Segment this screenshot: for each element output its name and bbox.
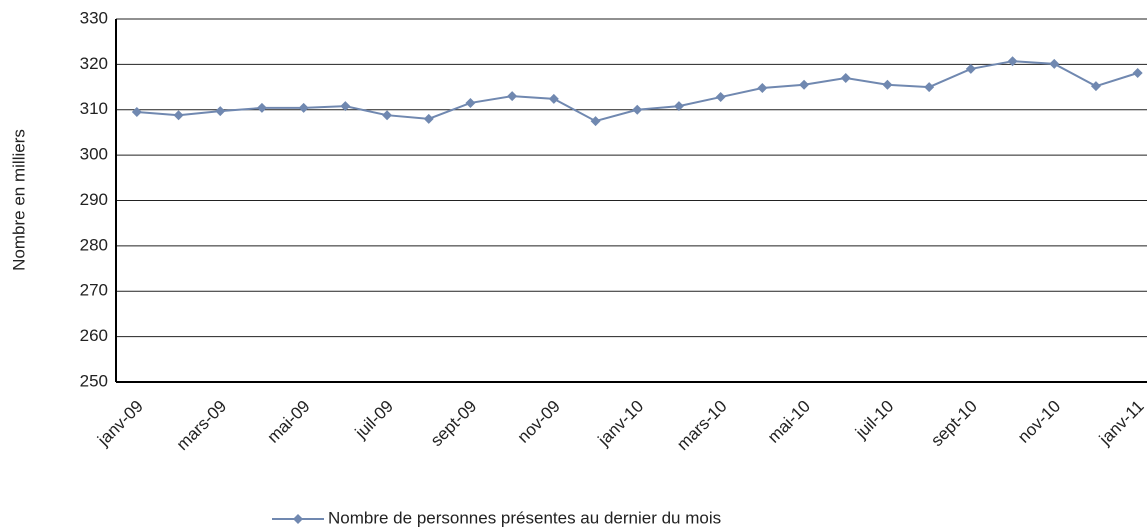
marker [590,116,601,127]
marker [423,113,434,124]
y-axis-label: Nombre en milliers [9,129,28,271]
marker [715,92,726,103]
marker [215,106,226,117]
marker [1007,56,1018,67]
x-tick-label: juil-09 [351,397,397,443]
y-tick-label: 300 [80,145,108,164]
y-tick-label: 280 [80,235,108,254]
x-tick-label: sept-09 [427,397,481,451]
x-tick-label: mars-10 [673,397,731,455]
legend-label: Nombre de personnes présentes au dernier… [328,508,721,527]
marker [507,91,518,102]
x-tick-label: mai-10 [764,397,814,447]
marker [173,110,184,121]
marker [882,79,893,90]
marker [1132,67,1143,78]
marker [673,101,684,112]
marker [757,82,768,93]
y-tick-label: 310 [80,99,108,118]
marker [256,102,267,113]
marker [632,104,643,115]
x-tick-label: janv-10 [594,397,648,451]
marker [548,93,559,104]
marker [799,79,810,90]
x-tick-label: nov-09 [514,397,564,447]
marker [465,97,476,108]
marker [965,63,976,74]
marker [340,101,351,112]
y-tick-label: 270 [80,281,108,300]
x-tick-label: sept-10 [927,397,981,451]
marker [298,102,309,113]
y-tick-label: 330 [80,8,108,27]
x-tick-label: juil-10 [851,397,897,443]
marker [382,110,393,121]
x-tick-label: janv-09 [93,397,147,451]
marker [131,107,142,118]
y-tick-label: 320 [80,54,108,73]
marker [1049,58,1060,69]
x-tick-label: janv-11 [1095,397,1147,450]
x-tick-label: mai-09 [263,397,313,447]
x-tick-label: nov-10 [1014,397,1064,447]
marker [840,72,851,83]
y-tick-label: 250 [80,371,108,390]
marker [924,82,935,93]
y-tick-label: 290 [80,190,108,209]
x-tick-label: mars-09 [173,397,231,455]
y-tick-label: 260 [80,326,108,345]
marker [1090,81,1101,92]
legend-marker [293,514,303,524]
